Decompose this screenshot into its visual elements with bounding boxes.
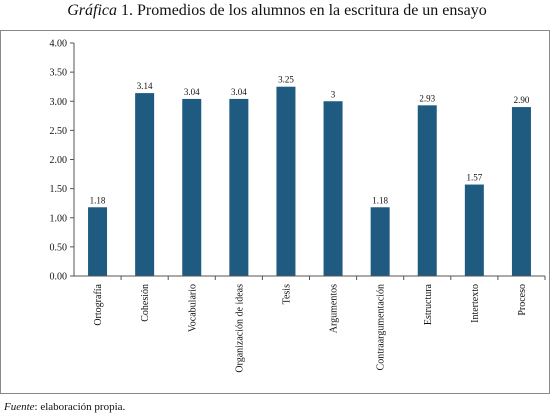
x-tick-label: Contraargumentación: [376, 284, 387, 370]
bar: [323, 101, 343, 276]
y-axis: 0.00 0.50 1.00 1.50 2.00 2.50 3.00 3.50 4.00: [50, 39, 75, 283]
bar: [182, 98, 202, 276]
data-label: 1.18: [90, 195, 106, 205]
y-tick-label: 0.00: [50, 272, 68, 283]
y-tick-label: 4.00: [50, 39, 68, 50]
bar: [464, 184, 484, 276]
y-tick-label: 1.50: [50, 184, 68, 195]
bar: [370, 207, 390, 276]
data-label: 3.04: [184, 87, 200, 97]
x-tick-label: Estructura: [423, 283, 434, 325]
y-tick-label: 3.00: [50, 97, 68, 108]
data-labels: 1.18 3.14 3.04 3.04 3.25 3 1.18 2.93 1.57 2.90: [90, 75, 530, 206]
y-tick-label: 2.50: [50, 126, 68, 137]
data-label: 2.90: [514, 95, 530, 105]
data-label: 3.25: [278, 75, 294, 85]
bars: [88, 86, 531, 276]
chart-title: Gráfica 1. Promedios de los alumnos en l…: [0, 2, 554, 20]
x-axis: Ortografía Cohesión Vocabulario Organizació…: [74, 275, 546, 373]
data-label: 3.14: [137, 81, 153, 91]
y-tick-label: 0.50: [50, 242, 68, 253]
data-label: 2.93: [419, 93, 435, 103]
chart-frame: 0.00 0.50 1.00 1.50 2.00 2.50 3.00 3.50 4.00 1.1…: [0, 30, 550, 394]
x-tick-label: Tesis: [281, 284, 292, 305]
bar: [135, 93, 155, 276]
bar: [511, 107, 531, 276]
source-note-lead: Fuente: [4, 401, 35, 413]
x-tick-label: Intertexto: [470, 284, 481, 323]
data-label: 3.04: [231, 87, 247, 97]
x-tick-label: Organización de ideas: [234, 284, 245, 373]
bar: [417, 105, 437, 276]
bar: [229, 98, 249, 276]
x-tick-label: Vocabulario: [187, 284, 198, 332]
source-note: Fuente: elaboración propia.: [4, 401, 125, 413]
bar: [88, 207, 108, 276]
chart-title-lead: Gráfica: [67, 2, 118, 19]
y-tick-label: 1.00: [50, 213, 68, 224]
x-tick-label: Proceso: [517, 284, 528, 316]
x-tick-label: Ortografía: [93, 283, 104, 325]
data-label: 1.18: [372, 195, 388, 205]
source-note-text: : elaboración propia.: [34, 401, 126, 413]
data-label: 3: [331, 89, 336, 99]
x-tick-label: Argumentos: [329, 284, 340, 333]
y-tick-label: 3.50: [50, 68, 68, 79]
x-tick-label: Cohesión: [140, 284, 151, 322]
y-tick-label: 2.00: [50, 155, 68, 166]
bar-chart: 0.00 0.50 1.00 1.50 2.00 2.50 3.00 3.50 4.00 1.1…: [50, 39, 546, 373]
data-label: 1.57: [466, 173, 482, 183]
bar: [276, 86, 296, 276]
chart-title-text: 1. Promedios de los alumnos en la escrit…: [121, 2, 487, 19]
